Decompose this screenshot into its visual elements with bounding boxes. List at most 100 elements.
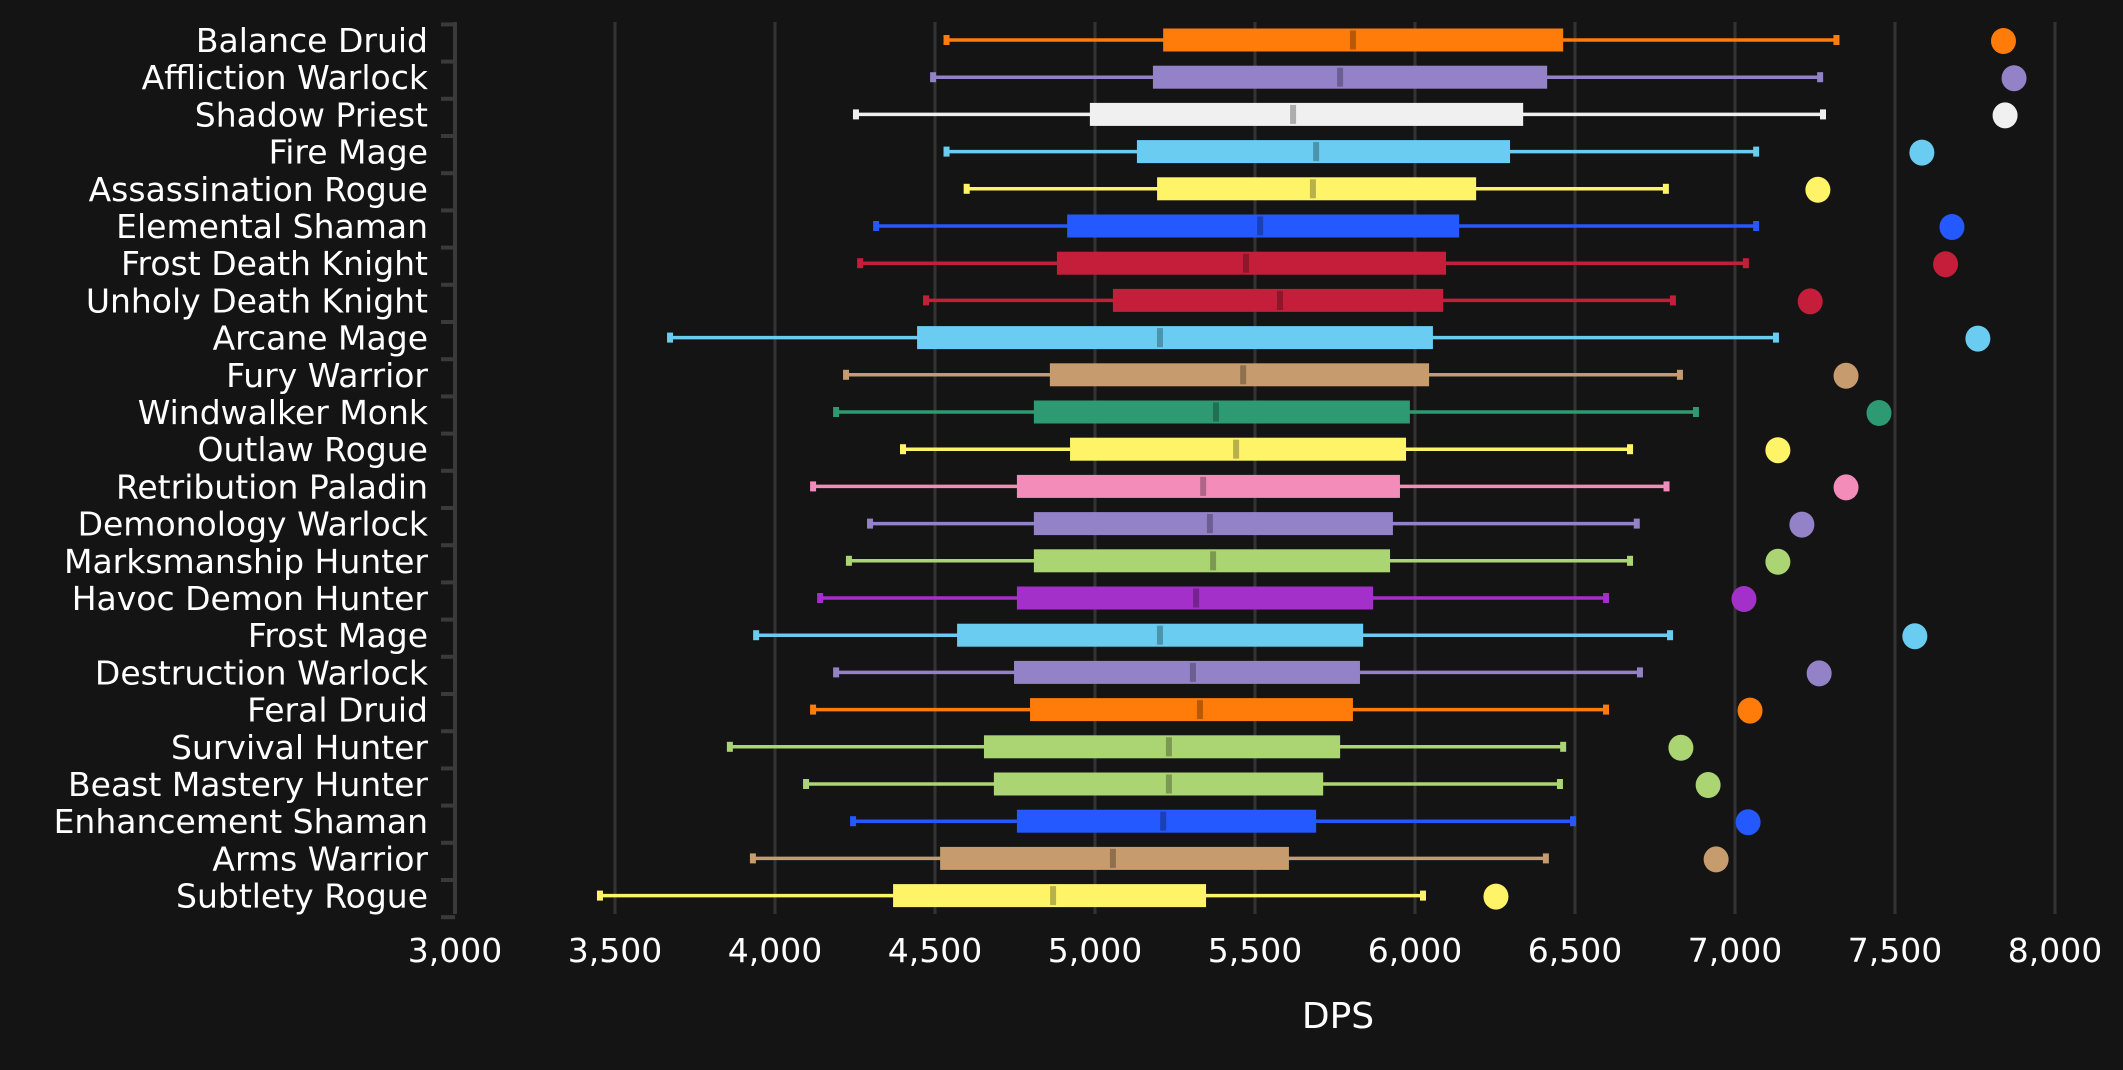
- whisker-cap-low: [850, 816, 857, 827]
- x-axis-title: DPS: [1302, 996, 1374, 1037]
- whisker-cap-high: [1627, 555, 1634, 566]
- whisker-cap-low: [923, 295, 930, 306]
- y-category-label: Arcane Mage: [213, 319, 428, 358]
- whisker-cap-high: [1817, 72, 1824, 83]
- box-iqr: [1089, 102, 1524, 126]
- whisker-cap-high: [1542, 853, 1549, 864]
- whisker-cap-high: [1633, 518, 1640, 529]
- box-row: [873, 214, 1965, 240]
- median-line: [1156, 625, 1163, 645]
- y-category-label: Enhancement Shaman: [54, 802, 428, 841]
- y-category-label: Marksmanship Hunter: [64, 542, 428, 581]
- median-line: [1165, 737, 1172, 757]
- y-category-label: Unholy Death Knight: [86, 281, 428, 320]
- max-point: [1765, 437, 1791, 464]
- whisker-cap-high: [1603, 704, 1610, 715]
- box-row: [963, 176, 1831, 203]
- max-point: [1695, 772, 1721, 798]
- x-tick-label: 6,000: [1368, 931, 1462, 970]
- whisker-cap-low: [900, 444, 906, 455]
- median-line: [1276, 290, 1283, 310]
- y-category-label: Subtlety Rogue: [176, 877, 428, 916]
- box-row: [810, 697, 1763, 724]
- y-category-label: Shadow Priest: [195, 95, 428, 134]
- median-line: [1196, 700, 1203, 720]
- whisker-cap-high: [1669, 295, 1676, 306]
- box-iqr: [1056, 251, 1447, 275]
- whisker-cap-high: [1560, 741, 1567, 752]
- whisker-cap-high: [1772, 332, 1779, 343]
- median-line: [1206, 514, 1213, 534]
- max-point: [1731, 586, 1757, 612]
- x-tick-label: 7,500: [1848, 931, 1942, 970]
- box-row: [833, 660, 1832, 687]
- median-line: [1233, 439, 1240, 459]
- whisker-cap-low: [803, 779, 810, 789]
- y-category-label: Frost Death Knight: [121, 244, 428, 283]
- box-iqr: [893, 884, 1207, 908]
- whisker-cap-low: [810, 481, 817, 492]
- y-category-label: Beast Mastery Hunter: [68, 765, 428, 804]
- median-line: [1156, 328, 1163, 348]
- box-iqr: [983, 735, 1341, 759]
- y-category-label: Arms Warrior: [212, 839, 428, 878]
- whisker-cap-high: [1753, 221, 1760, 231]
- box-iqr: [917, 326, 1433, 350]
- box-iqr: [1152, 65, 1548, 89]
- box-row: [833, 400, 1892, 426]
- box-row: [596, 883, 1509, 910]
- whisker-cap-low: [810, 704, 817, 715]
- whisker-cap-high: [1820, 109, 1826, 120]
- box-row: [843, 362, 1859, 389]
- whisker-cap-low: [930, 72, 937, 83]
- max-point: [1668, 734, 1694, 761]
- max-point: [1797, 288, 1823, 315]
- box-row: [943, 28, 2016, 54]
- box-iqr: [1136, 140, 1511, 164]
- median-line: [1200, 476, 1207, 496]
- median-line: [1290, 104, 1297, 124]
- box-series: [596, 28, 2027, 910]
- box-row: [852, 102, 2018, 129]
- max-point: [1939, 214, 1965, 240]
- max-point: [1866, 400, 1892, 426]
- box-row: [930, 65, 2027, 92]
- y-category-label: Windwalker Monk: [138, 393, 429, 432]
- whisker-cap-high: [1556, 779, 1563, 789]
- median-line: [1189, 662, 1196, 682]
- box-iqr: [1157, 177, 1477, 201]
- y-category-label: Survival Hunter: [171, 728, 428, 767]
- whisker-cap-high: [1603, 593, 1610, 603]
- whisker-cap-low: [845, 555, 852, 566]
- x-tick-label: 4,000: [728, 931, 822, 970]
- median-line: [1210, 551, 1217, 571]
- whisker-cap-low: [963, 183, 970, 194]
- whisker-cap-low: [873, 221, 880, 231]
- whisker-cap-low: [857, 258, 864, 269]
- whisker-cap-high: [1753, 146, 1760, 157]
- y-category-label: Balance Druid: [196, 21, 428, 60]
- whisker-cap-low: [753, 630, 760, 641]
- whisker-cap-high: [1420, 890, 1426, 901]
- max-point: [1735, 809, 1761, 836]
- gridlines: [613, 22, 2057, 914]
- whisker-cap-low: [943, 35, 950, 45]
- box-row: [943, 139, 1935, 166]
- y-category-label: Frost Mage: [248, 616, 428, 655]
- max-point: [1483, 883, 1509, 910]
- median-line: [1160, 811, 1167, 831]
- y-category-label: Demonology Warlock: [78, 505, 429, 544]
- box-row: [817, 586, 1757, 612]
- max-point: [1990, 28, 2016, 54]
- median-line: [1240, 365, 1247, 385]
- median-line: [1257, 216, 1264, 236]
- median-line: [1109, 848, 1116, 868]
- box-row: [753, 623, 1928, 650]
- median-line: [1050, 886, 1057, 906]
- whisker-cap-high: [1676, 369, 1683, 380]
- whisker-cap-low: [833, 407, 840, 417]
- x-axis: 3,000 3,500 4,000 4,500 5,000 5,500 6,000 6,500…: [408, 931, 2102, 970]
- box-iqr: [1016, 474, 1400, 498]
- box-row: [850, 809, 1761, 836]
- box-row: [867, 511, 1815, 538]
